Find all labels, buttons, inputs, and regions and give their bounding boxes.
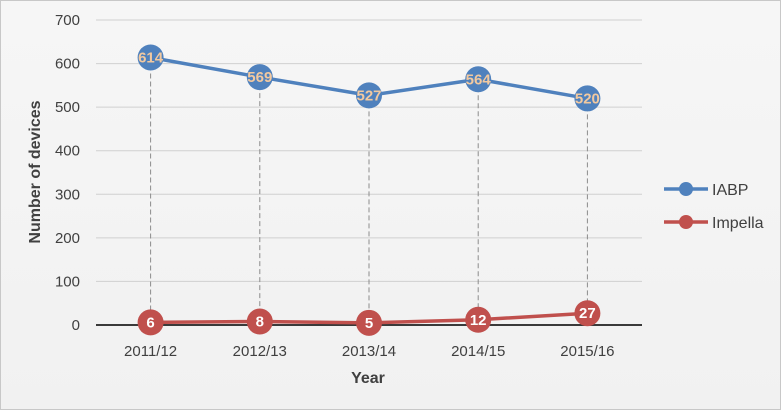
y-tick-label: 500	[55, 99, 80, 116]
series-impella: 6 8 5 12 27	[137, 300, 601, 336]
legend-label: IABP	[712, 182, 748, 199]
y-axis-title: Number of devices	[27, 100, 44, 243]
data-point	[137, 44, 164, 71]
drop-lines	[150, 57, 588, 325]
data-point	[246, 308, 273, 335]
data-point	[137, 309, 164, 336]
x-tick-label: 2011/12	[124, 343, 177, 360]
y-tick-label: 0	[72, 317, 80, 334]
data-label: 6	[146, 314, 154, 331]
y-tick-label: 100	[55, 273, 80, 290]
data-label: 564	[466, 71, 492, 88]
data-point	[356, 82, 382, 109]
y-tick-label: 300	[55, 186, 80, 203]
data-label: 569	[247, 69, 272, 86]
legend-label: Impella	[712, 215, 764, 232]
data-point	[465, 66, 492, 93]
legend-item-iabp: IABP	[664, 182, 748, 199]
data-label: 614	[138, 49, 164, 66]
y-tick-label: 700	[55, 12, 80, 29]
y-axis-ticks: 0 100 200 300 400 500 600 700	[55, 12, 80, 334]
data-point	[574, 85, 601, 112]
series-iabp: 614 569 527 564 520	[137, 44, 601, 112]
legend-marker	[679, 182, 693, 196]
data-label: 12	[470, 312, 487, 329]
x-tick-label: 2012/13	[233, 343, 287, 360]
x-tick-label: 2014/15	[451, 343, 505, 360]
data-label: 8	[256, 314, 264, 331]
x-tick-label: 2015/16	[560, 343, 614, 360]
legend-item-impella: Impella	[664, 215, 764, 232]
data-point	[356, 309, 382, 336]
series-group: 614 569 527 564 520 6 8 5 12 27	[137, 44, 601, 336]
data-label: 5	[365, 315, 373, 332]
data-label: 527	[356, 87, 381, 104]
data-point	[574, 300, 601, 327]
data-label: 520	[575, 90, 600, 107]
y-tick-label: 200	[55, 230, 80, 247]
x-axis-title: Year	[351, 370, 385, 387]
y-tick-label: 600	[55, 56, 80, 73]
x-tick-label: 2013/14	[342, 343, 396, 360]
legend: IABP Impella	[664, 182, 764, 232]
y-tick-label: 400	[55, 143, 80, 160]
legend-marker	[679, 215, 693, 229]
x-axis-ticks: 2011/12 2012/13 2013/14 2014/15 2015/16	[124, 343, 614, 360]
data-point	[246, 64, 273, 91]
data-point	[465, 306, 492, 333]
data-label: 27	[579, 305, 596, 322]
